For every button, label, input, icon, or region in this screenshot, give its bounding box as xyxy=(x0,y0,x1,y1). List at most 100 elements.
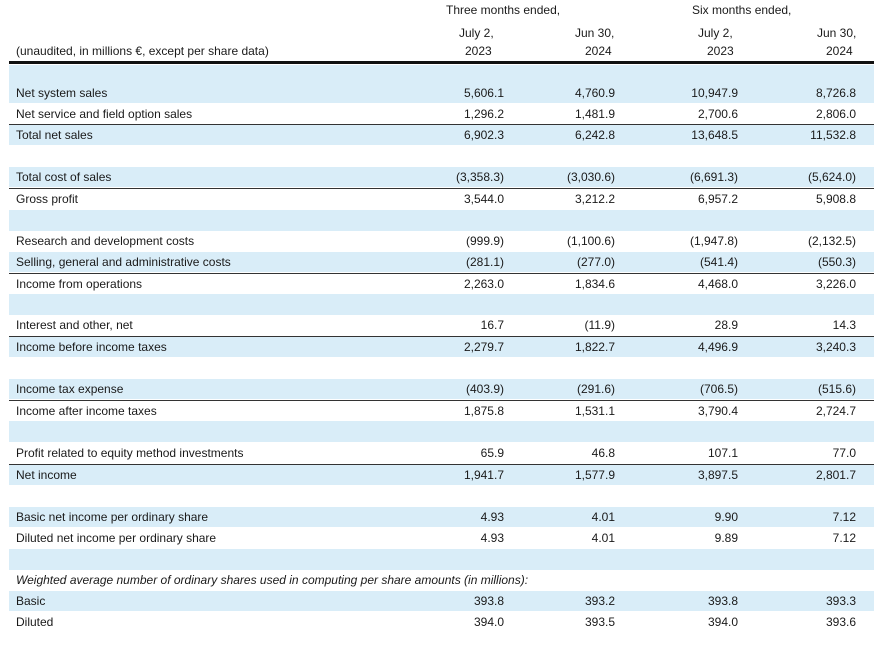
cell: 393.3 xyxy=(825,594,856,608)
cell: 9.90 xyxy=(714,510,738,524)
row-label: Income from operations xyxy=(16,277,143,291)
cell: 394.0 xyxy=(473,615,504,629)
table-row: Income after income taxes 1,875.8 1,531.… xyxy=(9,400,874,421)
col-date-4: Jun 30, xyxy=(817,26,857,40)
row-label: Net service and field option sales xyxy=(16,107,193,121)
cell: 3,240.3 xyxy=(815,340,856,354)
table-row: Net system sales 5,606.1 4,760.9 10,947.… xyxy=(9,83,874,103)
cell: 6,957.2 xyxy=(697,192,738,206)
table-row: Diluted 394.0 393.5 394.0 393.6 xyxy=(9,612,874,632)
row-label: Research and development costs xyxy=(16,234,195,248)
col-year-4: 2024 xyxy=(826,44,853,58)
spacer-band xyxy=(9,294,874,315)
cell: (706.5) xyxy=(699,382,738,396)
cell: 1,875.8 xyxy=(463,404,504,418)
cell: (2,132.5) xyxy=(807,234,856,248)
units-note: (unaudited, in millions €, except per sh… xyxy=(16,44,269,58)
cell: 65.9 xyxy=(480,446,504,460)
cell: (3,030.6) xyxy=(566,170,615,184)
cell: 11,532.8 xyxy=(810,128,856,142)
col-date-1: July 2, xyxy=(459,26,494,40)
cell: 1,531.1 xyxy=(574,404,615,418)
cell: 393.2 xyxy=(584,594,615,608)
cell: (5,624.0) xyxy=(807,170,856,184)
cell: 46.8 xyxy=(591,446,615,460)
cell: 14.3 xyxy=(832,318,856,332)
cell: (541.4) xyxy=(699,255,738,269)
row-label: Income before income taxes xyxy=(16,340,167,354)
cell: 2,700.6 xyxy=(697,107,738,121)
row-label: Income tax expense xyxy=(16,382,124,396)
table-row: Basic net income per ordinary share 4.93… xyxy=(9,507,874,527)
table-row: Income from operations 2,263.0 1,834.6 4… xyxy=(9,273,874,294)
cell: 16.7 xyxy=(480,318,504,332)
cell: 9.89 xyxy=(714,531,738,545)
weighted-average-caption: Weighted average number of ordinary shar… xyxy=(16,573,529,587)
cell: (999.9) xyxy=(465,234,504,248)
cell: 2,279.7 xyxy=(463,340,504,354)
cell: 3,226.0 xyxy=(815,277,856,291)
col-year-3: 2023 xyxy=(707,44,734,58)
row-label: Net income xyxy=(16,468,77,482)
cell: 5,908.8 xyxy=(815,192,856,206)
cell: 393.5 xyxy=(584,615,615,629)
cell: 6,242.8 xyxy=(574,128,615,142)
row-label: Total net sales xyxy=(16,128,93,142)
spacer-band xyxy=(9,65,874,83)
table-row: Basic 393.8 393.2 393.8 393.3 xyxy=(9,591,874,611)
row-label: Selling, general and administrative cost… xyxy=(16,255,231,269)
cell: (1,100.6) xyxy=(566,234,615,248)
cell: 4.01 xyxy=(591,531,615,545)
cell: 393.8 xyxy=(473,594,504,608)
cell: (6,691.3) xyxy=(689,170,738,184)
header-six-months: Six months ended, xyxy=(692,3,792,17)
cell: 2,801.7 xyxy=(815,468,856,482)
cell: 10,947.9 xyxy=(691,86,738,100)
cell: 393.6 xyxy=(825,615,856,629)
cell: 5,606.1 xyxy=(463,86,504,100)
cell: 394.0 xyxy=(707,615,738,629)
table-row: Profit related to equity method investme… xyxy=(9,443,874,463)
table-row: Diluted net income per ordinary share 4.… xyxy=(9,528,874,548)
cell: 2,263.0 xyxy=(463,277,504,291)
row-label: Diluted xyxy=(16,615,54,629)
cell: (281.1) xyxy=(465,255,504,269)
row-label: Profit related to equity method investme… xyxy=(16,446,244,460)
cell: 1,577.9 xyxy=(574,468,615,482)
row-label: Net system sales xyxy=(16,86,108,100)
col-year-2: 2024 xyxy=(585,44,612,58)
cell: 4,468.0 xyxy=(697,277,738,291)
cell: 13,648.5 xyxy=(691,128,738,142)
cell: 1,481.9 xyxy=(574,107,615,121)
cell: 8,726.8 xyxy=(815,86,856,100)
cell: 3,212.2 xyxy=(574,192,615,206)
cell: 3,790.4 xyxy=(697,404,738,418)
cell: 107.1 xyxy=(707,446,738,460)
cell: 3,897.5 xyxy=(697,468,738,482)
row-label: Income after income taxes xyxy=(16,404,157,418)
cell: (550.3) xyxy=(817,255,856,269)
cell: 1,822.7 xyxy=(574,340,615,354)
cell: 4.01 xyxy=(591,510,615,524)
table-row: Income before income taxes 2,279.7 1,822… xyxy=(9,336,874,357)
header-rule xyxy=(9,61,874,64)
row-label: Basic net income per ordinary share xyxy=(16,510,209,524)
row-label: Basic xyxy=(16,594,46,608)
cell: 1,296.2 xyxy=(463,107,504,121)
col-date-3: July 2, xyxy=(698,26,733,40)
table-row: Research and development costs (999.9) (… xyxy=(9,231,874,251)
cell: (403.9) xyxy=(465,382,504,396)
table-row: Interest and other, net 16.7 (11.9) 28.9… xyxy=(9,315,874,335)
row-label: Gross profit xyxy=(16,192,79,206)
table-row: Gross profit 3,544.0 3,212.2 6,957.2 5,9… xyxy=(9,188,874,209)
cell: 7.12 xyxy=(832,510,856,524)
cell: (277.0) xyxy=(576,255,615,269)
cell: 3,544.0 xyxy=(463,192,504,206)
cell: 2,724.7 xyxy=(815,404,856,418)
spacer-band xyxy=(9,210,874,231)
cell: 6,902.3 xyxy=(463,128,504,142)
cell: (291.6) xyxy=(576,382,615,396)
cell: 4.93 xyxy=(480,510,504,524)
cell: 77.0 xyxy=(832,446,856,460)
col-year-1: 2023 xyxy=(465,44,492,58)
